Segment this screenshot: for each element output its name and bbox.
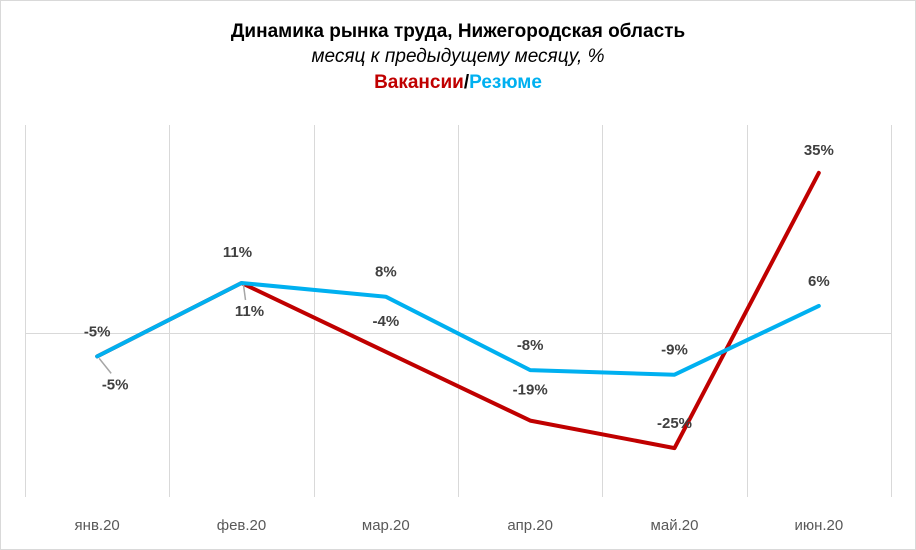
data-label-vacancies: 11%	[223, 244, 252, 261]
chart-legend: Вакансии/Резюме	[0, 70, 916, 96]
data-label-resumes: 11%	[235, 303, 264, 320]
data-label-vacancies: -25%	[657, 415, 692, 432]
x-tick-label: май.20	[651, 517, 699, 534]
data-label-resumes: -9%	[661, 342, 688, 359]
x-tick-label: апр.20	[507, 517, 553, 534]
data-label-resumes: 8%	[375, 264, 397, 281]
data-label-resumes: -5%	[102, 376, 129, 393]
data-label-resumes: 6%	[808, 273, 830, 290]
x-tick-label: июн.20	[794, 517, 843, 534]
x-tick-label: фев.20	[217, 517, 267, 534]
label-leader-line	[98, 357, 112, 374]
data-label-vacancies: 35%	[804, 142, 834, 159]
data-label-resumes: -8%	[517, 337, 544, 354]
data-label-vacancies: -19%	[513, 382, 548, 399]
x-axis-tick-labels: янв.20 фев.20 мар.20 апр.20 май.20 июн.20	[75, 517, 844, 534]
legend-entry-vacancies: Вакансии	[374, 72, 464, 93]
chart-header: Динамика рынка труда, Нижегородская обла…	[0, 20, 916, 96]
chart-subtitle: месяц к предыдущему месяцу, %	[311, 46, 605, 67]
x-tick-label: мар.20	[362, 517, 410, 534]
data-label-vacancies: -4%	[372, 313, 399, 330]
label-leader-lines	[98, 284, 247, 374]
data-labels: -5% 11% -4% -19% -25% 35% -5% 11% 8% -8% -9% 6%	[84, 142, 834, 432]
vertical-gridlines	[25, 125, 892, 497]
data-label-vacancies: -5%	[84, 323, 111, 340]
label-leader-line	[242, 284, 247, 301]
series-lines	[95, 170, 821, 451]
legend-entry-resumes: Резюме	[469, 72, 542, 93]
chart-title: Динамика рынка труда, Нижегородская обла…	[230, 21, 686, 42]
series-line-resumes	[95, 281, 821, 377]
x-tick-label: янв.20	[75, 517, 120, 534]
legend-separator: /	[463, 72, 470, 93]
